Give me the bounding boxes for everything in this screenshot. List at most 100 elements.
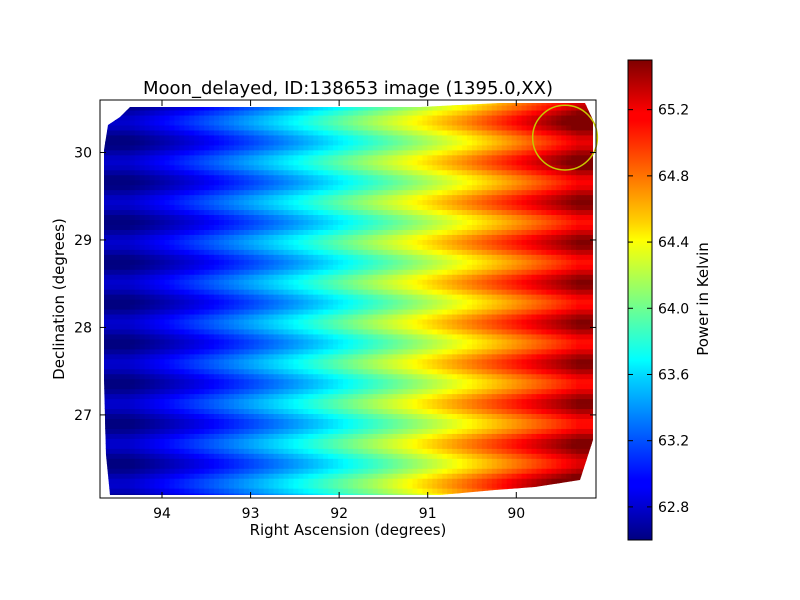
heatmap-cell xyxy=(516,353,523,360)
heatmap-cell xyxy=(303,299,309,305)
heatmap-cell xyxy=(228,433,235,439)
heatmap-cell xyxy=(357,343,364,350)
heatmap-cell xyxy=(437,383,443,390)
heatmap-cell xyxy=(357,269,364,275)
heatmap-cell xyxy=(447,473,453,479)
heatmap-cell xyxy=(462,259,468,265)
heatmap-cell xyxy=(397,423,404,429)
heatmap-cell xyxy=(516,348,523,355)
heatmap-cell xyxy=(318,458,324,464)
heatmap-cell xyxy=(104,353,106,360)
heatmap-cell xyxy=(119,463,126,469)
heatmap-cell xyxy=(551,299,557,305)
heatmap-cell xyxy=(333,373,339,380)
heatmap-cell xyxy=(124,488,131,494)
heatmap-cell xyxy=(199,259,205,265)
heatmap-cell xyxy=(481,428,488,434)
heatmap-cell xyxy=(481,413,488,419)
heatmap-cell xyxy=(139,383,146,390)
heatmap-cell xyxy=(149,418,156,424)
heatmap-cell xyxy=(556,438,562,444)
heatmap-cell xyxy=(228,418,235,424)
heatmap-cell xyxy=(144,373,151,380)
heatmap-cell xyxy=(258,418,265,424)
heatmap-cell xyxy=(149,259,156,265)
heatmap-cell xyxy=(313,378,319,385)
heatmap-cell xyxy=(511,483,518,489)
heatmap-cell xyxy=(104,408,106,415)
heatmap-cell xyxy=(402,259,409,265)
heatmap-cell xyxy=(194,338,200,345)
heatmap-cell xyxy=(323,428,329,434)
heatmap-cell xyxy=(377,308,384,315)
heatmap-cell xyxy=(228,328,235,335)
heatmap-cell xyxy=(308,259,314,265)
heatmap-cell xyxy=(357,453,364,459)
heatmap-cell xyxy=(367,279,374,285)
heatmap-cell xyxy=(576,284,582,290)
heatmap-cell xyxy=(392,308,399,315)
heatmap-cell xyxy=(194,343,200,350)
heatmap-cell xyxy=(343,368,349,375)
heatmap-cell xyxy=(238,348,245,355)
heatmap-cell xyxy=(496,398,503,405)
heatmap-cell xyxy=(129,458,136,464)
heatmap-cell xyxy=(179,383,185,390)
heatmap-cell xyxy=(586,318,592,325)
heatmap-cell xyxy=(472,343,478,350)
heatmap-cell xyxy=(109,368,116,375)
heatmap-cell xyxy=(268,443,275,449)
heatmap-cell xyxy=(452,443,458,449)
heatmap-cell xyxy=(159,483,166,489)
heatmap-cell xyxy=(328,343,334,350)
heatmap-cell xyxy=(362,373,369,380)
heatmap-cell xyxy=(556,274,562,280)
heatmap-cell xyxy=(432,338,438,345)
heatmap-cell xyxy=(258,323,265,330)
heatmap-cell xyxy=(343,388,349,395)
heatmap-cell xyxy=(209,443,215,449)
heatmap-cell xyxy=(546,463,552,469)
heatmap-cell xyxy=(387,358,394,365)
heatmap-cell xyxy=(283,383,290,390)
heatmap-cell xyxy=(273,284,280,290)
heatmap-cell xyxy=(258,303,265,310)
heatmap-cell xyxy=(486,483,493,489)
heatmap-cell xyxy=(571,353,577,360)
heatmap-cell xyxy=(372,358,379,365)
heatmap-cell xyxy=(343,448,349,454)
heatmap-cell xyxy=(481,443,488,449)
heatmap-cell xyxy=(412,249,419,255)
heatmap-cell xyxy=(402,383,409,390)
heatmap-cell xyxy=(581,303,587,310)
heatmap-cell xyxy=(243,423,250,429)
heatmap-cell xyxy=(432,318,438,325)
heatmap-cell xyxy=(387,284,394,290)
heatmap-cell xyxy=(526,453,533,459)
heatmap-cell xyxy=(452,393,458,400)
heatmap-cell xyxy=(243,274,250,280)
heatmap-cell xyxy=(189,388,195,395)
heatmap-cell xyxy=(407,473,414,479)
heatmap-cell xyxy=(392,493,399,495)
heatmap-cell xyxy=(467,398,473,405)
heatmap-cell xyxy=(228,428,235,434)
heatmap-cell xyxy=(154,393,161,400)
heatmap-cell xyxy=(541,473,547,479)
heatmap-cell xyxy=(179,254,185,260)
heatmap-cell xyxy=(576,453,582,459)
heatmap-cell xyxy=(571,473,577,479)
heatmap-cell xyxy=(437,378,443,385)
heatmap-cell xyxy=(427,398,433,405)
heatmap-cell xyxy=(154,423,161,429)
heatmap-cell xyxy=(348,323,354,330)
heatmap-cell xyxy=(134,373,141,380)
heatmap-cell xyxy=(526,413,533,419)
heatmap-cell xyxy=(199,428,205,434)
heatmap-cell xyxy=(149,279,156,285)
heatmap-cell xyxy=(209,333,215,340)
heatmap-cell xyxy=(387,458,394,464)
heatmap-cell xyxy=(184,443,190,449)
heatmap-cell xyxy=(566,408,572,415)
heatmap-cell xyxy=(566,443,572,449)
